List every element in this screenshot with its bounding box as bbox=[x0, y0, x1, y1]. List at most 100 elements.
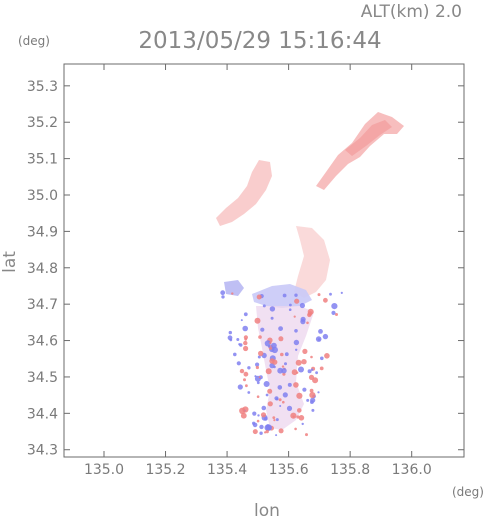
speckle-point bbox=[294, 298, 300, 304]
speckle-point bbox=[258, 350, 264, 357]
speckle-point bbox=[239, 343, 243, 347]
speckle-point bbox=[320, 356, 324, 361]
region-northeast-core bbox=[345, 120, 392, 156]
y-tick-label: 34.8 bbox=[27, 261, 58, 277]
speckle-point bbox=[233, 352, 237, 357]
speckle-point bbox=[331, 303, 338, 310]
speckle-point bbox=[259, 424, 264, 430]
speckle-point bbox=[301, 422, 304, 426]
x-tick-label: 135.4 bbox=[207, 462, 247, 478]
speckle-point bbox=[309, 392, 316, 399]
region-central-pink bbox=[294, 226, 330, 298]
axis-ticks: 135.0 135.2 135.4 135.6 135.8 136.0 34.3 34.4 34… bbox=[27, 64, 464, 478]
speckle-point bbox=[289, 303, 292, 307]
speckle-point bbox=[247, 391, 251, 394]
speckle-point bbox=[309, 388, 314, 393]
speckle-point bbox=[335, 313, 338, 316]
speckle-point bbox=[256, 419, 260, 423]
speckle-point bbox=[319, 366, 324, 371]
speckle-point bbox=[298, 366, 304, 373]
speckle-point bbox=[242, 325, 248, 332]
speckle-point bbox=[244, 337, 248, 341]
speckle-point bbox=[255, 365, 259, 370]
plot-frame bbox=[63, 63, 465, 458]
speckle-point bbox=[331, 310, 336, 315]
speckle-point bbox=[278, 428, 284, 434]
speckle-point bbox=[262, 304, 266, 308]
speckle-point bbox=[243, 371, 249, 377]
speckle-point bbox=[265, 368, 272, 375]
speckle-point bbox=[257, 414, 260, 417]
speckle-point bbox=[306, 398, 310, 402]
speckle-point bbox=[261, 405, 267, 411]
speckle-point bbox=[221, 295, 225, 299]
region-west-blue bbox=[224, 280, 244, 296]
x-unit-label: (deg) bbox=[452, 485, 484, 499]
speckle-point bbox=[275, 434, 278, 437]
y-tick-label: 34.9 bbox=[27, 224, 58, 240]
speckle-point bbox=[269, 358, 275, 364]
south-speckles bbox=[220, 290, 343, 437]
y-tick-label: 35.0 bbox=[27, 188, 58, 204]
speckle-point bbox=[281, 368, 287, 374]
speckle-point bbox=[243, 312, 248, 317]
speckle-point bbox=[228, 330, 232, 335]
speckle-point bbox=[275, 418, 279, 422]
y-tick-label: 35.1 bbox=[27, 152, 58, 168]
speckle-point bbox=[269, 306, 276, 312]
speckle-point bbox=[275, 397, 279, 401]
speckle-point bbox=[281, 365, 285, 368]
speckle-point bbox=[267, 401, 273, 407]
speckle-point bbox=[278, 398, 282, 402]
speckle-point bbox=[310, 400, 314, 404]
speckle-point bbox=[271, 342, 277, 349]
speckle-point bbox=[278, 336, 284, 342]
x-tick-label: 135.0 bbox=[84, 462, 124, 478]
speckle-point bbox=[293, 382, 299, 388]
speckle-point bbox=[340, 291, 343, 294]
speckle-point bbox=[273, 365, 276, 369]
speckle-point bbox=[291, 369, 298, 376]
speckle-point bbox=[294, 329, 298, 333]
y-axis-label: lat bbox=[0, 251, 20, 273]
speckle-point bbox=[243, 340, 248, 346]
speckle-point bbox=[298, 415, 305, 421]
speckle-point bbox=[257, 355, 261, 359]
speckle-point bbox=[302, 348, 308, 354]
speckle-point bbox=[317, 338, 321, 341]
timestamp-title: 2013/05/29 15:16:44 bbox=[138, 28, 381, 54]
x-tick-label: 135.8 bbox=[330, 462, 370, 478]
y-tick-label: 34.7 bbox=[27, 297, 58, 313]
speckle-point bbox=[265, 429, 269, 434]
speckle-point bbox=[306, 321, 309, 325]
speckle-point bbox=[256, 395, 260, 399]
x-tick-label: 135.6 bbox=[269, 462, 309, 478]
speckle-point bbox=[296, 392, 303, 399]
speckle-point bbox=[311, 408, 315, 412]
speckle-point bbox=[260, 327, 265, 332]
speckle-point bbox=[243, 378, 246, 382]
region-northeast-band bbox=[316, 112, 404, 190]
altitude-label: ALT(km) 2.0 bbox=[361, 2, 462, 22]
speckle-point bbox=[264, 424, 271, 431]
y-tick-label: 34.3 bbox=[27, 443, 58, 459]
reflectivity-regions bbox=[216, 112, 404, 437]
speckle-point bbox=[239, 407, 246, 414]
speckle-point bbox=[302, 387, 307, 392]
speckle-point bbox=[295, 348, 298, 351]
speckle-point bbox=[272, 416, 276, 419]
speckle-point bbox=[284, 362, 287, 366]
speckle-point bbox=[240, 412, 247, 419]
speckle-point bbox=[267, 388, 273, 394]
y-unit-label: (deg) bbox=[18, 34, 50, 48]
speckle-point bbox=[301, 359, 307, 365]
speckle-point bbox=[277, 367, 284, 374]
speckle-point bbox=[295, 359, 302, 366]
speckle-point bbox=[237, 384, 243, 390]
speckle-point bbox=[265, 393, 269, 397]
speckle-point bbox=[273, 419, 276, 422]
speckle-point bbox=[324, 353, 330, 359]
speckle-point bbox=[299, 302, 305, 309]
speckle-point bbox=[294, 293, 298, 297]
